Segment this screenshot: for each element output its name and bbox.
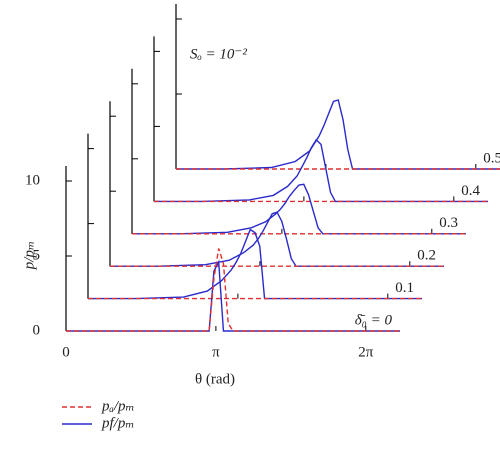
annotation: Sₒ = 10⁻² (190, 46, 247, 62)
layer-label: 0.2 (417, 248, 436, 264)
x-tick-label: π (212, 344, 220, 360)
y-tick-label: 10 (25, 172, 40, 188)
layer-label: δ̄₀ = 0 (355, 312, 393, 328)
line-series (110, 211, 444, 267)
x-tick-label: 2π (358, 344, 374, 360)
x-tick-label: 0 (62, 344, 70, 360)
x-axis-label: θ (rad) (195, 371, 235, 387)
layer-label: 0.5 (483, 150, 500, 166)
legend-label: pf/pₘ (101, 415, 135, 431)
layer-label: 0.1 (395, 280, 414, 296)
y-tick-label: 5 (33, 247, 41, 263)
y-tick-label: 0 (33, 322, 41, 338)
layer-label: 0.3 (439, 215, 458, 231)
line-series (176, 99, 500, 170)
legend-label: pₐ/pₘ (101, 398, 135, 414)
line-series (132, 183, 466, 235)
y-axis-label: p/pₘ (21, 241, 37, 270)
line-series (88, 228, 422, 300)
line-series (66, 259, 400, 332)
line-series (154, 138, 488, 203)
layer-label: 0.4 (461, 183, 480, 199)
line-series (66, 248, 400, 332)
